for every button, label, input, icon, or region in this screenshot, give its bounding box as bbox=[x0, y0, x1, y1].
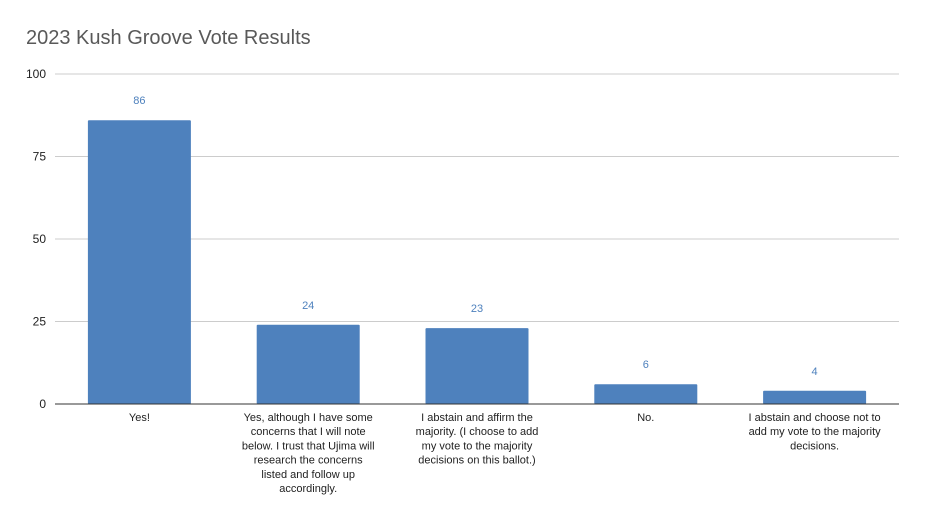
x-tick-label: Yes, although I have some bbox=[244, 412, 373, 424]
x-tick-label: research the concerns bbox=[254, 455, 363, 467]
x-tick-label: I abstain and choose not to bbox=[749, 412, 881, 424]
bar bbox=[87, 120, 191, 404]
data-label: 86 bbox=[133, 95, 145, 107]
data-label: 23 bbox=[471, 303, 483, 315]
y-tick-label: 100 bbox=[26, 67, 46, 81]
x-tick-label: I abstain and affirm the bbox=[421, 412, 533, 424]
x-tick-label: Yes! bbox=[129, 412, 150, 424]
x-tick-label: add my vote to the majority bbox=[749, 426, 882, 438]
y-tick-label: 0 bbox=[39, 397, 46, 411]
x-tick-label: concerns that I will note bbox=[251, 426, 366, 438]
x-tick-label: No. bbox=[637, 412, 654, 424]
bar bbox=[763, 390, 867, 404]
x-tick-label: decisions. bbox=[790, 440, 839, 452]
x-tick-label: accordingly. bbox=[279, 483, 337, 495]
bar bbox=[425, 328, 529, 404]
chart-title: 2023 Kush Groove Vote Results bbox=[26, 27, 311, 49]
y-tick-label: 25 bbox=[33, 315, 47, 329]
x-tick-label: my vote to the majority bbox=[422, 440, 533, 452]
x-tick-label: majority. (I choose to add bbox=[416, 426, 539, 438]
data-label: 4 bbox=[812, 366, 818, 378]
bar bbox=[256, 324, 360, 404]
y-tick-label: 50 bbox=[33, 232, 47, 246]
x-tick-label: below. I trust that Ujima will bbox=[242, 440, 375, 452]
x-tick-label: listed and follow up bbox=[261, 469, 355, 481]
x-tick-label: decisions on this ballot.) bbox=[418, 455, 535, 467]
bar bbox=[594, 384, 698, 404]
y-tick-label: 75 bbox=[33, 150, 47, 164]
data-label: 6 bbox=[643, 359, 649, 371]
data-label: 24 bbox=[302, 300, 314, 312]
